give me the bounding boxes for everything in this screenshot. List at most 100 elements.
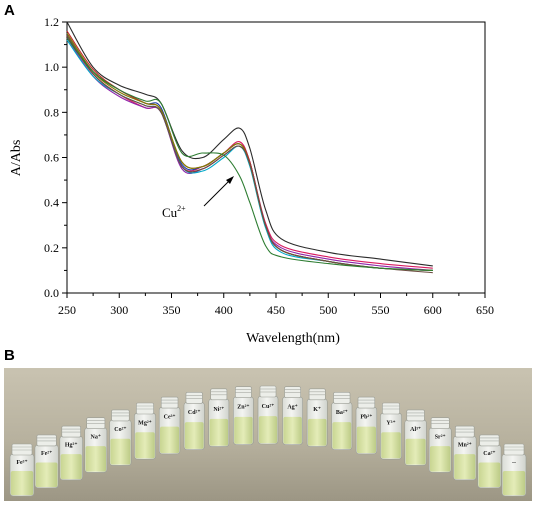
vial: Ca²⁺ — [477, 434, 502, 489]
panel-b-label: B — [4, 347, 15, 364]
vial-label: Pb²⁺ — [360, 415, 372, 421]
vial-liquid — [356, 426, 376, 454]
series-line — [66, 32, 433, 271]
annotation-arrow — [203, 177, 233, 207]
vial: K⁺ — [306, 388, 328, 447]
vial-label: K⁺ — [313, 407, 321, 413]
vial-liquid — [405, 438, 426, 465]
vial: Na⁺ — [84, 417, 108, 473]
x-tick-label: 500 — [319, 303, 337, 317]
vial-neck — [235, 386, 252, 399]
vial-neck — [503, 443, 525, 456]
vial: Fe³⁺ — [9, 443, 35, 497]
series-line — [66, 30, 433, 271]
annotation-text: Cu2+ — [162, 204, 186, 220]
y-axis-title: A/Abs — [9, 140, 24, 177]
y-axis: 0.0 0.2 0.4 0.6 0.8 1.0 1.2 — [44, 15, 67, 300]
absorbance-chart: 250 300 350 400 450 500 550 600 650 0.0 0.2 0.4 0.6… — [9, 15, 494, 346]
vial: Zn²⁺ — [233, 386, 254, 445]
vial-liquid — [454, 454, 476, 480]
vial-neck — [382, 402, 400, 415]
vial-liquid — [307, 418, 327, 446]
vial-neck — [11, 443, 33, 456]
vial-neck — [86, 417, 106, 429]
vial-neck — [406, 409, 425, 422]
vial-label: Al³⁺ — [410, 427, 421, 433]
y-tick-label: 1.2 — [44, 15, 59, 29]
cu-annotation: Cu2+ — [162, 176, 234, 220]
vial-liquid — [332, 422, 352, 449]
vial-neck — [160, 396, 179, 409]
series-line — [66, 37, 433, 271]
annotation-charge: 2+ — [177, 204, 186, 213]
vial: Y³⁺ — [380, 402, 402, 460]
vial: Mg²⁺ — [134, 402, 156, 460]
annotation-ion: Cu — [162, 205, 178, 220]
vial: Pb²⁺ — [355, 396, 378, 455]
vial-liquid — [258, 416, 278, 444]
vial-liquid — [10, 471, 34, 496]
vial-liquid — [478, 462, 501, 488]
vial: Cd²⁺ — [183, 392, 205, 450]
y-tick-label: 0.0 — [44, 286, 59, 300]
y-tick-label: 0.4 — [44, 196, 59, 210]
vial-label: Co²⁺ — [114, 427, 126, 433]
y-tick-label: 0.6 — [44, 151, 59, 165]
vial: Mn²⁺ — [453, 425, 477, 481]
vial-liquid — [502, 471, 526, 496]
vial-label: Sr²⁺ — [435, 434, 446, 440]
vial: Ce³⁺ — [158, 396, 181, 455]
vial-liquid — [234, 416, 253, 444]
vial-neck — [36, 434, 57, 447]
x-tick-label: 300 — [110, 303, 128, 317]
vial-neck — [333, 392, 351, 404]
vial-row: Fe³⁺ Fe²⁺ Hg²⁺ Na⁺ Co²⁺ Mg²⁺ Ce³⁺ Cd²⁺ Ni²⁺ Zn²⁺ C… — [9, 385, 527, 497]
vial-label: Zn²⁺ — [237, 405, 249, 411]
series-line — [66, 32, 433, 271]
vial: Co²⁺ — [109, 409, 132, 466]
x-tick-label: 600 — [424, 303, 442, 317]
vial-liquid — [429, 446, 451, 472]
vial: Hg²⁺ — [59, 425, 83, 481]
x-tick-label: 250 — [58, 303, 76, 317]
series-line — [66, 37, 433, 271]
vial: Ni²⁺ — [208, 388, 230, 447]
vial-label: Ni²⁺ — [213, 407, 224, 413]
vial-liquid — [209, 418, 229, 446]
series-line — [66, 35, 433, 269]
vial-neck — [455, 425, 475, 438]
vial-label: Cd²⁺ — [188, 410, 201, 416]
vial-liquid — [85, 446, 107, 472]
x-tick-label: 450 — [267, 303, 285, 317]
plot-frame — [66, 21, 486, 294]
vial-label: Hg²⁺ — [65, 443, 78, 449]
vial-label: Mn²⁺ — [458, 443, 472, 449]
vial-label: Ag⁺ — [287, 405, 298, 411]
vial: Fe²⁺ — [34, 434, 59, 489]
x-tick-label: 400 — [215, 303, 233, 317]
vial-neck — [259, 385, 277, 398]
spectra-lines — [66, 21, 433, 274]
vial: Ag⁺ — [282, 386, 303, 445]
vial-neck — [479, 434, 500, 447]
vial: Sr²⁺ — [428, 417, 452, 473]
vial: -- — [501, 443, 527, 497]
vial-neck — [210, 388, 228, 401]
vial-neck — [430, 417, 450, 429]
vial-neck — [136, 402, 154, 415]
vial-label: Y³⁺ — [386, 420, 395, 426]
vial-label: Cu²⁺ — [262, 404, 275, 410]
vial-label: Ce³⁺ — [164, 415, 176, 421]
x-tick-label: 550 — [372, 303, 390, 317]
vial-liquid — [135, 432, 155, 459]
vial-liquid — [160, 426, 180, 454]
vial-liquid — [184, 422, 204, 449]
y-tick-label: 0.2 — [44, 241, 59, 255]
annotation-arrowhead — [226, 176, 234, 184]
vial: Ba²⁺ — [331, 392, 353, 450]
y-tick-label: 0.8 — [44, 105, 59, 119]
series-line — [66, 21, 433, 267]
vial-liquid — [381, 432, 401, 459]
vial-neck — [308, 388, 326, 401]
